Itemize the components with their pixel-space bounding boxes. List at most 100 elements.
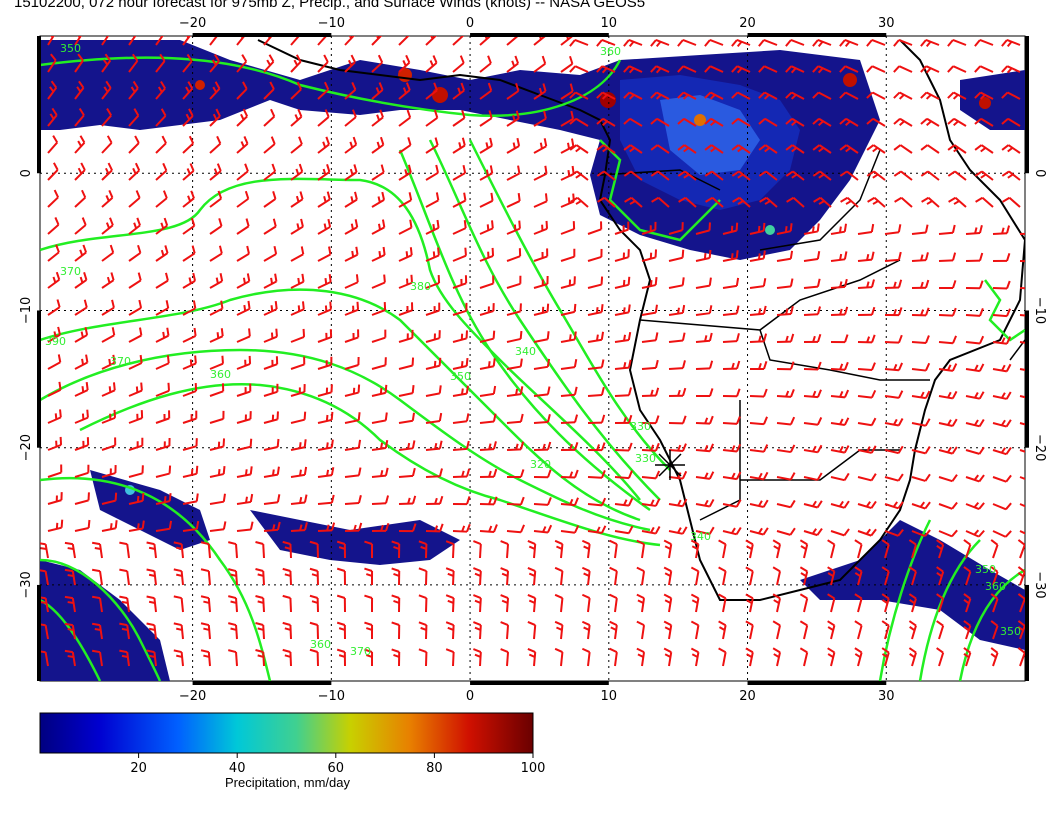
wind-barb: [812, 65, 832, 74]
wind-barb: [920, 170, 940, 181]
wind-barb: [128, 354, 143, 370]
wind-barb: [398, 357, 415, 370]
wind-barb: [317, 136, 330, 154]
border-1: [639, 319, 930, 381]
wind-barb: [1019, 232, 1025, 235]
wind-barb: [182, 438, 198, 451]
wind-barb: [718, 647, 727, 667]
wind-barb: [101, 135, 113, 154]
left-axis-tick-label: −30: [19, 571, 34, 598]
wind-barb: [527, 648, 537, 667]
wind-barb: [992, 280, 1011, 290]
wind-barb: [623, 65, 643, 74]
contour-330: [428, 139, 661, 501]
wind-barb: [101, 244, 115, 262]
wind-barb: [317, 522, 336, 532]
wind-barb: [776, 223, 793, 235]
wind-barb: [391, 567, 401, 586]
wind-barb: [785, 39, 805, 47]
wind-barb: [425, 523, 444, 533]
wind-barb: [155, 108, 167, 127]
wind-barb: [236, 383, 252, 397]
wind-barb: [641, 415, 660, 425]
wind-barb: [74, 409, 89, 424]
wind-barb: [677, 39, 697, 47]
wind-barb: [47, 107, 58, 127]
wind-barb: [527, 567, 537, 586]
wind-barb: [255, 622, 265, 640]
wind-barb: [830, 417, 850, 426]
wind-barb: [799, 647, 809, 667]
wind-barb: [1017, 593, 1025, 613]
wind-barb: [704, 144, 724, 154]
wind-barb: [894, 196, 913, 208]
wind-barb: [371, 109, 384, 127]
wind-barb: [263, 273, 278, 289]
wind-barb: [398, 302, 414, 316]
wind-barb: [452, 192, 467, 208]
wind-barb: [854, 539, 863, 559]
wind-barb: [1001, 144, 1021, 154]
wind-barb: [317, 494, 335, 505]
wind-barb: [758, 170, 778, 181]
wind-barb: [91, 541, 103, 559]
wind-barb: [182, 272, 197, 289]
wind-barb: [236, 493, 254, 505]
wind-barb: [309, 648, 319, 667]
wind-barb: [506, 36, 519, 46]
wind-barb: [182, 135, 195, 154]
wind-barb: [209, 410, 225, 424]
wind-barb: [473, 648, 482, 667]
contour-label: 360: [310, 638, 331, 651]
wind-barb: [650, 117, 670, 127]
wind-barb: [749, 471, 769, 481]
wind-barb: [884, 501, 904, 510]
wind-barb: [533, 469, 552, 479]
wind-barb: [722, 527, 742, 536]
wind-barb: [772, 593, 781, 613]
bottom-axis-tick-label: −20: [179, 689, 206, 704]
wind-barb: [803, 306, 822, 316]
wind-barb: [840, 196, 859, 208]
wind-barb: [263, 411, 279, 424]
contour-label: 390: [45, 335, 66, 348]
wind-barb: [636, 566, 646, 586]
wind-barb: [527, 621, 537, 640]
wind-barb: [473, 594, 482, 613]
wind-barb: [155, 217, 169, 235]
wind-barb: [560, 303, 577, 316]
wind-barb: [364, 648, 374, 667]
wind-barb: [704, 91, 724, 100]
wind-barb: [749, 444, 769, 453]
wind-barb: [418, 540, 428, 559]
wind-barb: [445, 594, 455, 613]
wind-barb: [479, 82, 493, 100]
wind-barb: [1019, 503, 1025, 508]
precip-patch-2: [660, 95, 760, 175]
wind-barb: [371, 82, 384, 100]
wind-barb: [881, 593, 890, 613]
wind-barb: [663, 593, 673, 613]
wind-barb: [965, 501, 985, 510]
wind-barb: [827, 593, 836, 613]
wind-barb: [290, 136, 303, 154]
wind-barb: [155, 53, 166, 73]
wind-barb: [587, 442, 606, 452]
wind-barb: [803, 361, 822, 371]
wind-barb: [398, 82, 411, 100]
wind-barb: [704, 170, 724, 181]
wind-barb: [772, 647, 781, 667]
wind-barb: [749, 416, 768, 426]
frame-bar-right: [1025, 584, 1029, 681]
wind-barb: [974, 91, 994, 100]
wind-barb: [678, 196, 697, 208]
wind-barb: [992, 252, 1011, 262]
wind-barb: [560, 55, 574, 73]
wind-barb: [290, 466, 308, 478]
wind-barb: [425, 219, 440, 235]
wind-barb: [663, 539, 673, 559]
wind-barb: [827, 566, 836, 586]
wind-barb: [236, 36, 246, 46]
wind-barb: [533, 55, 547, 73]
top-axis-tick-label: 10: [601, 16, 618, 31]
